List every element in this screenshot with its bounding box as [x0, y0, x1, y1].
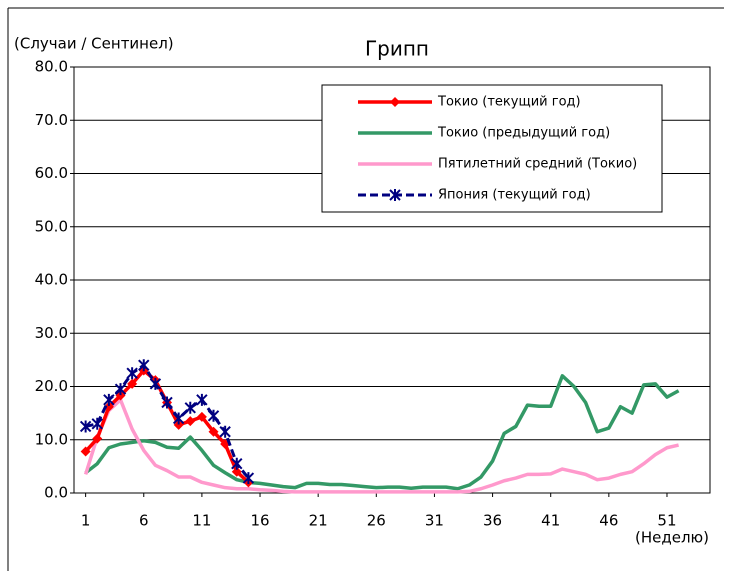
point	[149, 377, 162, 390]
point	[389, 189, 401, 201]
legend-label: Токио (текущий год)	[437, 95, 581, 110]
x-tick-label: 31	[425, 512, 444, 530]
y-tick-label: 50.0	[35, 217, 68, 235]
point	[161, 396, 173, 409]
x-tick-label: 46	[599, 512, 618, 530]
legend-label: Токио (предыдущий год)	[437, 126, 610, 141]
point	[79, 420, 92, 433]
point	[127, 378, 138, 389]
y-tick-label: 30.0	[35, 324, 68, 342]
y-tick-label: 70.0	[35, 111, 68, 129]
point	[231, 457, 243, 470]
point	[80, 446, 91, 457]
point	[92, 433, 103, 444]
point	[219, 425, 231, 438]
x-tick-label: 21	[309, 512, 328, 530]
point	[126, 367, 138, 380]
point	[114, 383, 127, 396]
point	[172, 412, 185, 425]
point	[390, 97, 400, 107]
y-tick-label: 20.0	[35, 377, 68, 395]
point	[208, 426, 219, 437]
point	[185, 416, 196, 427]
series-line	[84, 368, 250, 484]
point	[103, 393, 115, 406]
x-tick-label: 1	[81, 512, 91, 530]
point	[103, 401, 114, 412]
chart-title: Грипп	[365, 37, 429, 61]
point	[231, 466, 242, 477]
point	[196, 393, 208, 406]
y-tick-label: 10.0	[35, 430, 68, 448]
y-axis-title: (Случаи / Сентинел)	[14, 35, 174, 53]
x-tick-label: 51	[657, 512, 676, 530]
point	[207, 409, 220, 422]
x-tick-label: 11	[192, 512, 211, 530]
point	[196, 411, 207, 422]
legend-label: Пятилетний средний (Токио)	[438, 157, 637, 172]
legend-label: Япония (текущий год)	[438, 188, 591, 203]
y-tick-label: 60.0	[35, 164, 68, 182]
y-tick-label: 40.0	[35, 271, 68, 289]
series-line	[84, 374, 680, 491]
series-line	[85, 363, 250, 480]
y-tick-label: 0.0	[44, 484, 68, 502]
y-tick-label: 80.0	[35, 58, 68, 76]
x-tick-label: 41	[541, 512, 560, 530]
x-tick-label: 6	[139, 512, 149, 530]
point	[184, 401, 196, 414]
point	[242, 472, 255, 485]
x-tick-label: 16	[250, 512, 269, 530]
legend	[321, 84, 663, 213]
x-tick-label: 36	[483, 512, 502, 530]
x-axis-title: (Неделю)	[635, 529, 709, 547]
x-tick-label: 26	[367, 512, 386, 530]
series-line	[83, 398, 679, 494]
point	[91, 417, 103, 430]
point	[138, 359, 150, 372]
